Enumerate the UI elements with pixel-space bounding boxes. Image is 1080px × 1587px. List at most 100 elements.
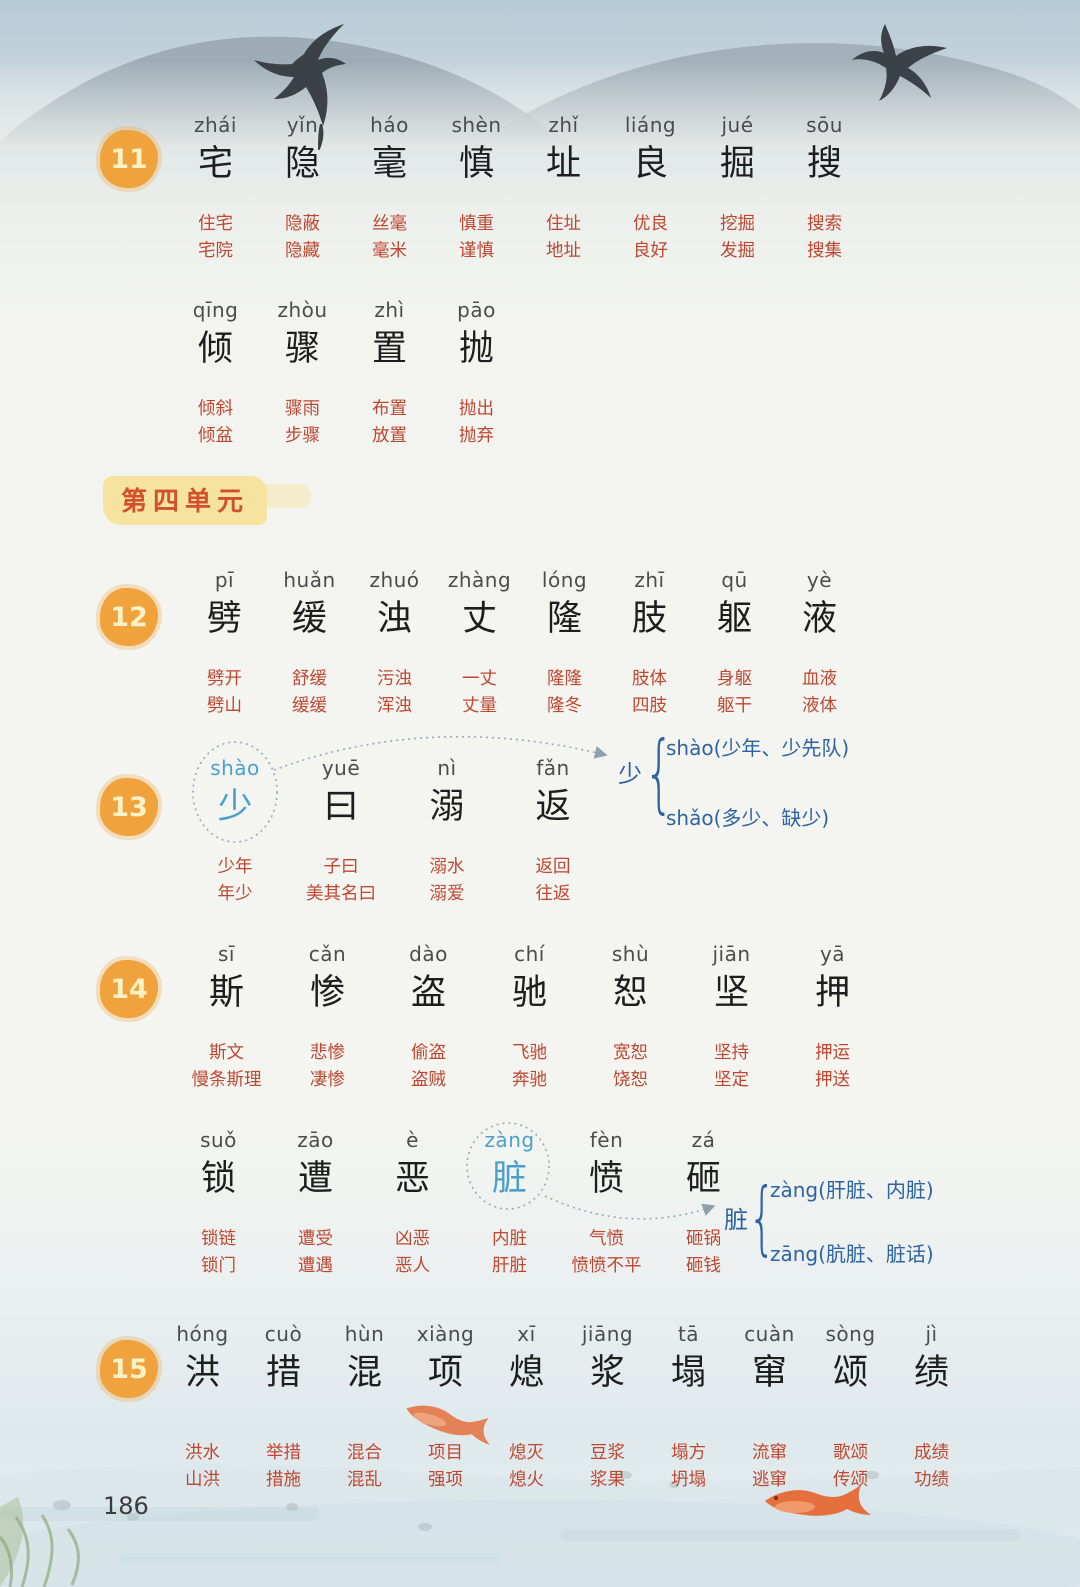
pinyin: fèn (589, 1128, 624, 1152)
vocab-group-lesson15: hóng 洪洪水 山洪 cuò 措举措 措施 hùn 混混合 混乱 xiàng 项项目 强项 xī 熄熄灭… (162, 1322, 972, 1494)
example-word: 搜索 (807, 214, 842, 234)
character: 盗 (410, 973, 446, 1013)
character: 溺 (429, 787, 465, 827)
character: 绩 (913, 1353, 949, 1393)
vocab-entry: zāo 遭遭受 遭遇 (267, 1128, 364, 1280)
example-word: 身躯 (717, 669, 752, 689)
character: 押 (814, 973, 850, 1013)
pinyin: zāo (297, 1128, 334, 1152)
vocab-entry: hóng 洪洪水 山洪 (162, 1322, 243, 1494)
vocab-entry: huǎn 缓舒缓 缓缓 (267, 568, 352, 720)
example-word: 锁门 (201, 1256, 236, 1276)
example-word: 往返 (535, 884, 571, 904)
polyphone-annotation-zang: 脏 { zàng(肝脏、内脏) zāng(肮脏、脏话) (700, 1160, 1030, 1280)
character: 熄 (508, 1353, 544, 1393)
character: 抛 (458, 329, 494, 369)
example-word: 砸钱 (686, 1256, 721, 1276)
example-word: 肝脏 (492, 1256, 527, 1276)
character: 倾 (197, 329, 233, 369)
example-word: 地址 (546, 241, 581, 261)
vocab-entry: dào 盗偷盗 盗贼 (378, 942, 479, 1094)
example-word: 功绩 (914, 1470, 949, 1490)
example-word: 项目 (428, 1443, 463, 1463)
example-word: 浆果 (590, 1470, 625, 1490)
pinyin: cuò (264, 1322, 303, 1346)
pinyin: jì (925, 1322, 938, 1346)
example-word: 凄惨 (310, 1070, 345, 1090)
polyphone-annotation-shao: 少 { shào(少年、少先队) shǎo(多少、缺少) (598, 710, 898, 840)
example-word: 砸锅 (686, 1229, 721, 1249)
pinyin: jué (721, 113, 754, 137)
example-word: 遭受 (298, 1229, 333, 1249)
example-word: 优良 (633, 214, 668, 234)
pinyin: zhī (634, 568, 665, 592)
vocab-entry: zhī 肢肢体 四肢 (607, 568, 692, 720)
example-word: 一丈 (462, 669, 497, 689)
vocab-entry: hùn 混混合 混乱 (324, 1322, 405, 1494)
unit-header-label: 第四单元 (121, 487, 250, 517)
unit-header-band: 第四单元 (103, 476, 312, 525)
vocab-entry: shào 少少年 年少 (182, 756, 288, 908)
vocab-entry: zá 砸砸锅 砸钱 (655, 1128, 752, 1280)
vocab-entry: lóng 隆隆隆 隆冬 (522, 568, 607, 720)
example-word: 肢体 (632, 669, 667, 689)
vocab-entry: zhuó 浊污浊 浑浊 (352, 568, 437, 720)
character: 浆 (589, 1353, 625, 1393)
annotation-reading-1: shào(少年、少先队) (666, 736, 850, 760)
character: 液 (801, 599, 837, 639)
pinyin: hóng (176, 1322, 229, 1346)
example-word: 熄灭 (509, 1443, 544, 1463)
example-word: 押运 (815, 1043, 850, 1063)
lesson-number-badge: 11 (100, 130, 158, 188)
pinyin: zàng (484, 1128, 535, 1152)
character: 恕 (612, 973, 648, 1013)
vocab-entry: liáng 良优良 良好 (607, 113, 694, 265)
example-word: 豆浆 (590, 1443, 625, 1463)
lesson-number-badge: 12 (100, 588, 158, 646)
character: 斯 (208, 973, 244, 1013)
character: 劈 (206, 599, 242, 639)
example-word: 押送 (815, 1070, 850, 1090)
vocab-entry: jiāng 浆豆浆 浆果 (567, 1322, 648, 1494)
vocab-entry: yǐn 隐隐蔽 隐藏 (259, 113, 346, 265)
pinyin: zhǐ (548, 113, 579, 137)
example-word: 抛出 (459, 399, 494, 419)
character: 置 (371, 329, 407, 369)
vocab-entry: pāo 抛抛出 抛弃 (433, 298, 520, 450)
character: 锁 (200, 1159, 236, 1199)
pinyin: yuē (321, 756, 361, 780)
vocab-entry: qīng 倾倾斜 倾盆 (172, 298, 259, 450)
example-word: 发掘 (720, 241, 755, 261)
pinyin: yā (819, 942, 846, 966)
brace-glyph: { (644, 723, 675, 823)
example-word: 逃窜 (752, 1470, 787, 1490)
example-word: 斯文 (209, 1043, 244, 1063)
character: 缓 (291, 599, 327, 639)
pinyin: pāo (457, 298, 496, 322)
example-word: 放置 (372, 426, 407, 446)
swallow-icon (852, 24, 947, 101)
character: 洪 (184, 1353, 220, 1393)
pinyin: zhuó (369, 568, 420, 592)
page-number: 186 (103, 1492, 149, 1520)
character: 驰 (511, 973, 547, 1013)
annotation-reading-2: zāng(肮脏、脏话) (770, 1242, 934, 1266)
character: 搜 (806, 144, 842, 184)
vocab-entry: tā 塌塌方 坍塌 (648, 1322, 729, 1494)
water-wash (0, 1500, 1080, 1587)
character: 肢 (631, 599, 667, 639)
vocab-entry: yā 押押运押送 (782, 942, 883, 1094)
pinyin: fǎn (536, 756, 570, 780)
lesson-number-badge: 15 (100, 1340, 158, 1398)
character: 曰 (323, 787, 359, 827)
example-word: 混乱 (347, 1470, 382, 1490)
vocab-entry: yuē 曰子曰 美其名曰 (288, 756, 394, 908)
character: 砸 (685, 1159, 721, 1199)
character: 塌 (670, 1353, 706, 1393)
example-word: 隐藏 (285, 241, 320, 261)
example-word: 缓缓 (292, 696, 327, 716)
example-word: 住宅 (198, 214, 233, 234)
example-word: 良好 (633, 241, 668, 261)
example-word: 谨慎 (459, 241, 494, 261)
